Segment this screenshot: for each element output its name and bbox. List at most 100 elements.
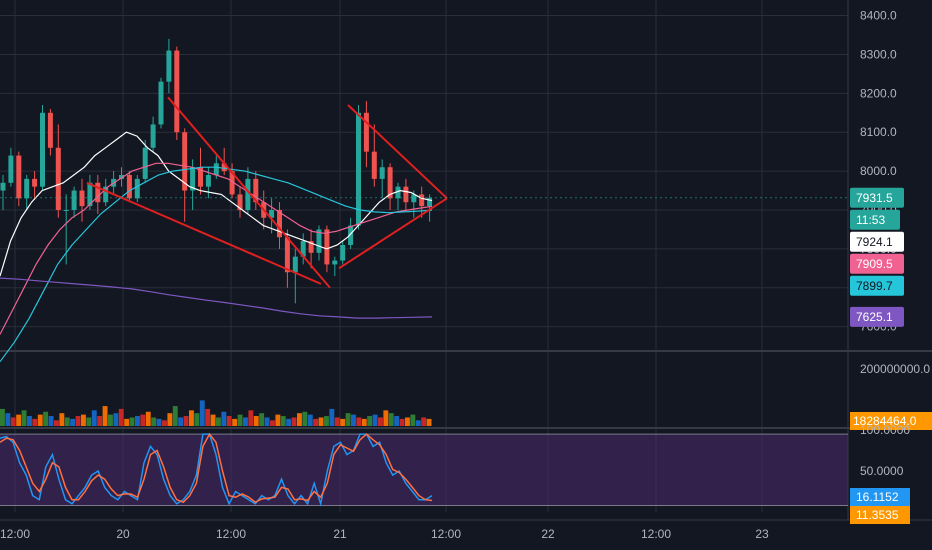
volume-bar [307, 414, 313, 426]
volume-bar [313, 418, 319, 426]
time-axis-tick-label: 12:00 [0, 527, 30, 541]
channel-trendline-0 [167, 96, 331, 289]
candle-body [411, 194, 417, 203]
price-tag-ma-pink [850, 253, 904, 274]
moving-average-line-1 [0, 162, 433, 335]
price-tag-ma-cyan [850, 275, 904, 296]
candle-body [253, 178, 259, 203]
volume-bar [129, 417, 135, 426]
volume-bar [118, 408, 124, 426]
volume-bar [243, 417, 248, 426]
volume-bar [70, 418, 76, 426]
candle-body [103, 186, 109, 203]
time-axis-tick-label: 12:00 [641, 527, 671, 541]
volume-bar [259, 413, 265, 426]
volume-bar [388, 413, 394, 426]
volume-bar [167, 413, 173, 426]
price-tag-label-ma-white: 7924.1 [856, 235, 893, 249]
volume-bar [340, 418, 346, 426]
volume-bar [426, 418, 432, 426]
volume-bar [280, 416, 286, 426]
volume-bar [64, 417, 70, 426]
price-tag-label-ma-pink: 7909.5 [856, 257, 893, 271]
candle-body [95, 182, 101, 203]
candle-body [8, 155, 14, 183]
volume-bar [270, 420, 275, 426]
volume-bar [199, 400, 205, 426]
volume-bar [156, 418, 162, 426]
volume-bar [318, 417, 324, 426]
candle-body [16, 155, 22, 199]
candle-body [363, 112, 369, 152]
volume-bar [5, 413, 11, 426]
oscillator-value-label: 11.3535 [856, 508, 899, 522]
volume-axis-tick-label: 200000000.0 [860, 362, 930, 376]
volume-bar [54, 420, 59, 426]
volume-bar [334, 417, 340, 426]
volume-bar [108, 414, 113, 426]
oscillator-axis-tick-label: 100.0000 [860, 423, 910, 437]
candle-body [277, 210, 282, 238]
volume-bar [253, 416, 259, 426]
volume-bar [264, 417, 270, 426]
candle-body [371, 151, 377, 179]
candle-body [198, 167, 203, 187]
price-tag-last-price [850, 187, 904, 208]
volume-bar [81, 414, 86, 426]
volume-bar [124, 418, 130, 426]
candle-body [158, 81, 164, 125]
time-axis-tick-label: 21 [333, 527, 347, 541]
volume-bar [172, 406, 178, 426]
price-axis-tick-label: 8000.0 [860, 164, 897, 178]
volume-bar [286, 418, 292, 426]
candle-body [174, 50, 180, 133]
candle-body [427, 197, 433, 207]
moving-average-line-3 [0, 277, 433, 319]
volume-bar [356, 417, 362, 426]
volume-bar [394, 416, 400, 426]
candle-body [419, 194, 425, 207]
candle-body [126, 175, 132, 199]
price-tag-label-last-price: 7931.5 [856, 191, 893, 205]
volume-bar [75, 416, 81, 426]
volume-bar [135, 416, 140, 426]
volume-bar [216, 417, 221, 426]
candle-body [71, 190, 77, 210]
volume-bar [378, 417, 383, 426]
candle-body [87, 182, 93, 207]
candle-body [221, 163, 227, 172]
volume-bar [151, 417, 157, 426]
candle-body [166, 50, 172, 82]
volume-bar [178, 417, 184, 426]
volume-bar [361, 418, 367, 426]
moving-average-line-2 [0, 166, 433, 363]
volume-bar [86, 417, 92, 426]
candle-body [24, 178, 30, 199]
candle-body [213, 163, 219, 175]
volume-bar [421, 417, 427, 426]
candle-body [205, 175, 211, 187]
candle-body [387, 167, 393, 199]
oscillator-value-label: 16.1152 [856, 490, 899, 504]
candle-body [150, 124, 156, 148]
price-tag-label-ma-cyan: 7899.7 [856, 279, 893, 293]
volume-bar [140, 414, 146, 426]
time-axis-tick-label: 20 [116, 527, 130, 541]
candle-body [237, 194, 243, 210]
volume-bar [205, 408, 211, 426]
price-axis-tick-label: 8400.0 [860, 9, 897, 23]
candle-body [324, 229, 330, 265]
price-axis-tick-label: 8100.0 [860, 125, 897, 139]
volume-bar [232, 418, 238, 426]
price-tag-ma-purple [850, 306, 904, 327]
channel-trendline-3 [338, 197, 448, 270]
volume-bar [162, 420, 167, 426]
candle-body [119, 175, 124, 179]
candle-body [142, 147, 148, 179]
oscillator-k-line [0, 433, 433, 507]
volume-bar [43, 411, 49, 426]
oscillator-band [0, 434, 848, 506]
candle-body [47, 112, 53, 148]
